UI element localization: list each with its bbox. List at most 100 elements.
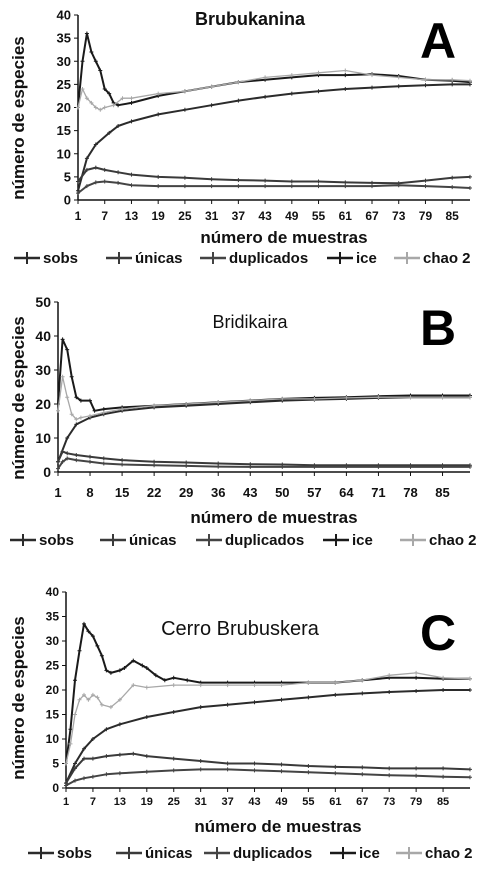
data-point bbox=[468, 676, 472, 681]
data-point bbox=[64, 783, 68, 788]
legend-label: ice bbox=[356, 250, 377, 267]
data-point bbox=[84, 156, 89, 161]
data-point bbox=[104, 772, 109, 777]
data-point bbox=[209, 184, 214, 189]
x-tick-label: 13 bbox=[114, 796, 126, 808]
x-tick-label: 37 bbox=[232, 209, 246, 223]
data-point bbox=[316, 184, 321, 189]
y-axis-title: número de especies bbox=[9, 36, 28, 199]
data-point bbox=[74, 422, 79, 427]
data-point bbox=[99, 702, 104, 707]
legend-label: sobs bbox=[39, 532, 74, 549]
data-point bbox=[171, 683, 176, 688]
data-point bbox=[152, 463, 157, 468]
x-tick-label: 85 bbox=[435, 485, 449, 500]
legend-label: sobs bbox=[43, 250, 78, 267]
data-point bbox=[182, 184, 187, 189]
data-point bbox=[182, 89, 187, 94]
data-point bbox=[387, 773, 392, 778]
data-point bbox=[80, 87, 85, 91]
data-point bbox=[344, 464, 349, 469]
data-point bbox=[306, 770, 311, 775]
data-point bbox=[263, 75, 268, 80]
data-point bbox=[93, 105, 98, 110]
data-point bbox=[236, 184, 241, 189]
x-tick-label: 31 bbox=[205, 209, 219, 223]
y-tick-label: 0 bbox=[64, 193, 71, 208]
x-tick-label: 79 bbox=[410, 796, 422, 808]
panel-label: A bbox=[420, 13, 456, 69]
legend-label: únicas bbox=[129, 532, 177, 549]
data-point bbox=[131, 683, 136, 688]
data-point bbox=[252, 761, 257, 766]
y-tick-label: 30 bbox=[46, 634, 60, 648]
data-point bbox=[468, 464, 472, 469]
data-point bbox=[108, 705, 113, 710]
data-point bbox=[99, 653, 104, 658]
data-point bbox=[122, 666, 127, 670]
data-point bbox=[117, 722, 122, 727]
x-tick-label: 64 bbox=[339, 485, 354, 500]
data-point bbox=[343, 184, 348, 189]
data-point bbox=[184, 460, 189, 465]
data-point bbox=[468, 767, 472, 772]
data-point bbox=[225, 702, 230, 707]
data-point bbox=[117, 752, 122, 757]
data-point bbox=[69, 412, 74, 417]
x-tick-label: 37 bbox=[221, 796, 233, 808]
x-tick-label: 1 bbox=[63, 796, 69, 808]
y-axis-title: número de especies bbox=[9, 316, 28, 479]
data-point bbox=[93, 59, 98, 64]
data-point bbox=[76, 179, 80, 184]
data-point bbox=[184, 463, 189, 468]
y-tick-label: 40 bbox=[57, 8, 71, 23]
series-line-ice bbox=[65, 622, 470, 764]
data-point bbox=[116, 124, 121, 128]
data-point bbox=[414, 670, 419, 675]
data-point bbox=[171, 675, 176, 680]
data-point bbox=[101, 407, 106, 412]
series-line-duplicados bbox=[65, 768, 471, 787]
legend-label: ice bbox=[352, 532, 373, 549]
x-tick-label: 61 bbox=[339, 209, 353, 223]
x-tick-label: 49 bbox=[285, 209, 299, 223]
x-tick-label: 29 bbox=[179, 485, 193, 500]
data-point bbox=[248, 398, 253, 403]
data-point bbox=[312, 464, 317, 469]
x-tick-label: 73 bbox=[392, 209, 406, 223]
chart-title: Bridikaira bbox=[212, 312, 288, 332]
data-point bbox=[333, 771, 338, 776]
data-point bbox=[120, 407, 125, 412]
data-point bbox=[84, 184, 89, 189]
data-point bbox=[236, 178, 241, 183]
data-point bbox=[82, 621, 86, 626]
data-point bbox=[360, 772, 365, 777]
data-point bbox=[98, 68, 103, 73]
data-point bbox=[225, 683, 230, 688]
data-point bbox=[82, 756, 86, 761]
data-point bbox=[90, 692, 95, 697]
data-point bbox=[74, 453, 79, 457]
data-point bbox=[95, 695, 100, 700]
panel-label: B bbox=[420, 300, 456, 356]
x-tick-label: 13 bbox=[125, 209, 139, 223]
data-point bbox=[88, 398, 92, 403]
data-point bbox=[116, 180, 121, 185]
data-point bbox=[343, 180, 348, 185]
data-point bbox=[104, 727, 109, 732]
y-tick-label: 35 bbox=[57, 31, 71, 46]
data-point bbox=[95, 643, 100, 648]
data-point bbox=[129, 119, 134, 124]
data-point bbox=[120, 96, 125, 101]
data-point bbox=[316, 89, 321, 94]
data-point bbox=[116, 170, 121, 175]
data-point bbox=[60, 374, 65, 379]
x-axis-title: número de muestras bbox=[200, 228, 367, 247]
x-tick-label: 22 bbox=[147, 485, 161, 500]
data-point bbox=[102, 179, 107, 184]
x-axis-title: número de muestras bbox=[190, 508, 357, 527]
data-point bbox=[90, 634, 95, 639]
data-point bbox=[88, 413, 92, 418]
y-tick-label: 5 bbox=[64, 169, 71, 184]
